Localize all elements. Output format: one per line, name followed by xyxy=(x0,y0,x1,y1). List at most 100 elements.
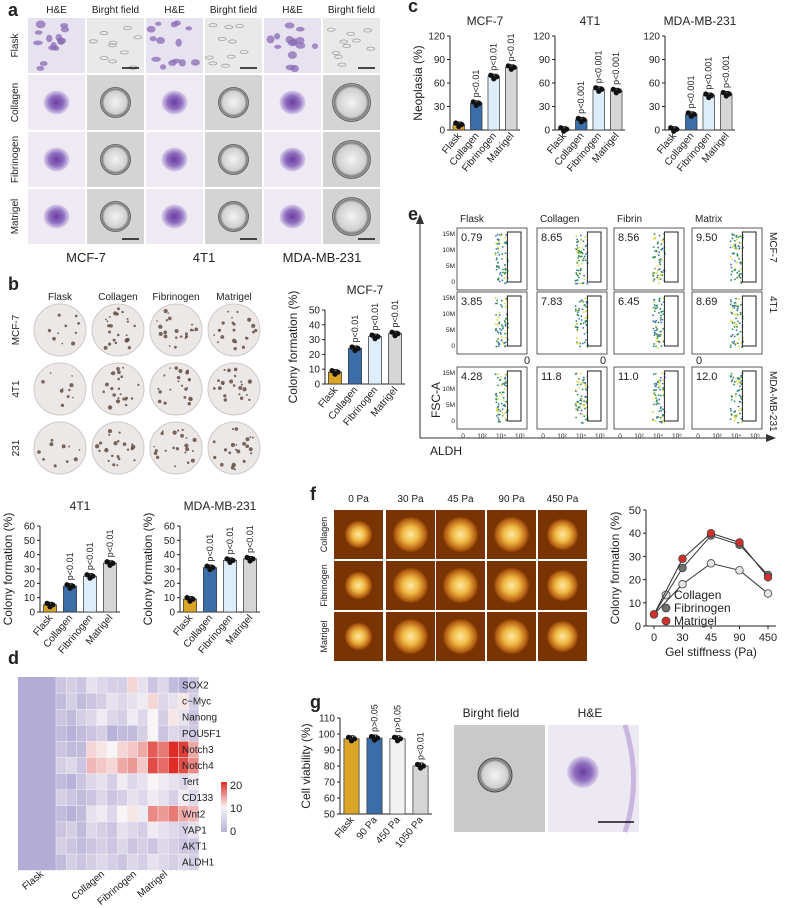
colony xyxy=(217,379,220,382)
flow-event xyxy=(735,323,738,326)
flow-event xyxy=(577,246,580,249)
colony xyxy=(110,372,113,375)
flow-event xyxy=(574,282,577,285)
colony xyxy=(236,310,239,314)
flow-percent: 9.50 xyxy=(696,232,717,244)
flow-percent: 0.79 xyxy=(461,232,482,244)
colony xyxy=(223,448,228,452)
flow-event xyxy=(652,393,655,396)
dish xyxy=(33,303,87,357)
flow-event xyxy=(500,274,503,277)
heatmap-cell xyxy=(76,789,87,807)
y-tick-label: 100 xyxy=(318,730,335,741)
flow-event xyxy=(739,313,742,316)
flow-event xyxy=(731,379,734,381)
flow-event xyxy=(575,337,578,340)
colony xyxy=(236,449,241,454)
flow-event xyxy=(734,245,737,248)
micrograph-tile xyxy=(264,18,321,73)
heatmap-group-label: Flask xyxy=(21,868,47,892)
flow-plot: 11.0 0 10² 10⁴ 10⁶ xyxy=(613,366,685,440)
flow-event xyxy=(575,407,578,410)
flow-event xyxy=(653,267,656,270)
flow-event xyxy=(497,265,500,268)
p-value: p<0.01 xyxy=(105,529,115,557)
bf-cell xyxy=(133,35,143,40)
agar-colony xyxy=(442,567,479,604)
flow-event xyxy=(501,246,504,248)
colony xyxy=(165,318,169,322)
colony xyxy=(47,328,52,333)
colony xyxy=(41,380,45,384)
flow-event xyxy=(497,397,499,400)
flow-event xyxy=(735,342,738,345)
flow-event xyxy=(734,323,737,326)
micrograph-tile xyxy=(146,189,203,244)
flow-event xyxy=(658,398,661,401)
g-he-spheroid xyxy=(567,756,599,788)
colony xyxy=(178,368,183,373)
flow-event xyxy=(577,254,580,257)
flow-event xyxy=(495,234,497,237)
flow-event xyxy=(585,385,588,387)
flow-event xyxy=(584,396,587,398)
colony xyxy=(133,324,136,328)
heatmap-cell xyxy=(96,789,108,807)
flow-event xyxy=(656,265,659,267)
he-cell xyxy=(190,59,200,66)
flow-event xyxy=(504,323,507,326)
flow-event xyxy=(502,271,504,274)
agar-tile xyxy=(436,510,485,559)
heatmap-cell xyxy=(106,773,118,790)
heatmap-cell xyxy=(86,773,97,790)
colony xyxy=(42,457,45,461)
flow-event xyxy=(732,244,735,247)
heatmap-cell xyxy=(147,741,159,758)
heatmap-cell xyxy=(55,676,67,694)
colony xyxy=(102,390,105,394)
series-point xyxy=(678,580,687,589)
data-point xyxy=(668,125,674,131)
heatmap-cell xyxy=(116,773,128,790)
flow-event xyxy=(660,421,663,424)
heatmap-cell xyxy=(86,725,97,742)
flow-event xyxy=(733,410,736,413)
flow-percent: 6.45 xyxy=(618,296,639,308)
data-point xyxy=(720,89,726,96)
heatmap-cell xyxy=(127,757,138,774)
heatmap-cell xyxy=(55,789,67,807)
flow-gate xyxy=(663,231,679,283)
flow-event xyxy=(503,272,506,275)
panel-b-col-label: Fibrinogen xyxy=(152,292,199,303)
data-point xyxy=(64,582,70,588)
data-point xyxy=(247,558,253,564)
panel-letter: d xyxy=(8,648,19,668)
flow-event xyxy=(657,383,660,385)
flow-event xyxy=(501,408,504,411)
heatmap-cell xyxy=(96,757,108,774)
colony xyxy=(221,321,225,325)
flow-event xyxy=(655,337,658,340)
he-spheroid xyxy=(43,147,70,172)
heatmap-cell xyxy=(137,725,149,742)
flow-event xyxy=(581,342,584,345)
flow-event xyxy=(582,248,585,251)
flow-event xyxy=(737,244,740,247)
colony xyxy=(158,331,163,336)
flow-event xyxy=(739,268,742,271)
flow-event xyxy=(575,326,578,329)
flow-event xyxy=(497,337,500,340)
he-cell xyxy=(266,35,275,44)
colony xyxy=(78,449,81,451)
flow-event xyxy=(496,319,499,321)
brightfield-background xyxy=(205,18,262,73)
flow-event xyxy=(505,281,508,284)
flow-event xyxy=(497,251,500,254)
heatmap-cell xyxy=(106,805,118,823)
panel-b-row-label: 4T1 xyxy=(11,380,22,398)
heatmap-cell xyxy=(65,709,77,726)
flow-event xyxy=(731,312,734,315)
bf-spheroid xyxy=(100,144,131,175)
flow-event xyxy=(741,346,744,349)
